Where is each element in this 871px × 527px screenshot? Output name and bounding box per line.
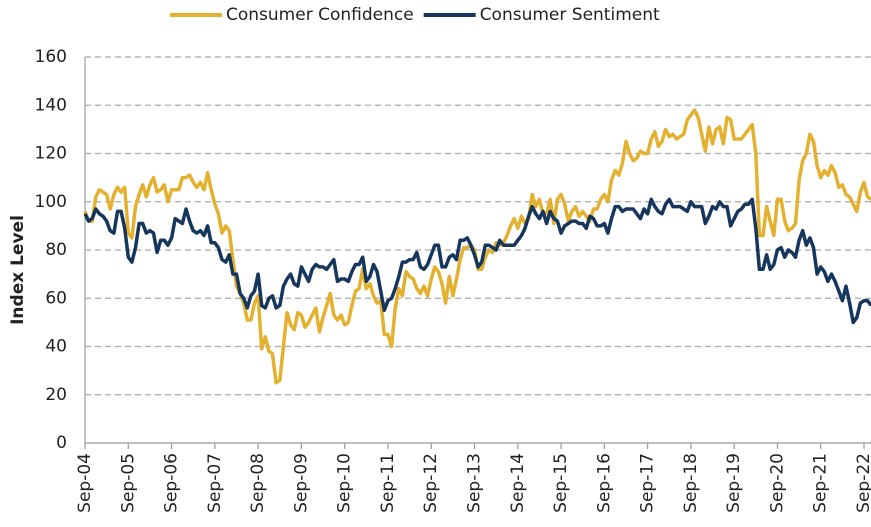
- series-line: [83, 197, 871, 325]
- x-tick-label: Sep-10: [335, 453, 355, 513]
- y-tick-label: 80: [45, 240, 67, 260]
- x-tick-label: Sep-15: [551, 453, 571, 513]
- x-tick-label: Sep-08: [248, 453, 268, 513]
- x-tick-label: Sep-11: [378, 453, 398, 513]
- y-tick-label: 0: [56, 433, 67, 453]
- legend-label: Consumer Confidence: [226, 5, 414, 25]
- x-tick-label: Sep-18: [681, 453, 701, 513]
- x-tick-label: Sep-06: [162, 453, 182, 513]
- series-line: [83, 108, 871, 385]
- x-tick-label: Sep-05: [118, 453, 138, 513]
- x-tick-label: Sep-21: [811, 453, 831, 513]
- y-tick-label: 120: [35, 144, 67, 164]
- x-tick-label: Sep-19: [724, 453, 744, 513]
- x-tick-label: Sep-07: [205, 453, 225, 513]
- y-tick-label: 140: [35, 95, 67, 115]
- x-tick-label: Sep-20: [767, 453, 787, 513]
- x-tick-label: Sep-22: [854, 453, 871, 513]
- x-tick-label: Sep-04: [75, 453, 95, 513]
- y-tick-label: 100: [35, 192, 67, 212]
- x-tick-label: Sep-17: [638, 453, 658, 513]
- x-tick-label: Sep-16: [594, 453, 614, 513]
- x-tick-label: Sep-12: [421, 453, 441, 513]
- x-tick-label: Sep-14: [508, 453, 528, 513]
- legend-label: Consumer Sentiment: [480, 5, 660, 25]
- x-tick-label: Sep-13: [465, 453, 485, 513]
- y-tick-label: 20: [45, 385, 67, 405]
- y-tick-label: 60: [45, 288, 67, 308]
- y-axis-title: Index Level: [8, 215, 28, 325]
- y-tick-label: 40: [45, 337, 67, 357]
- x-tick-label: Sep-09: [291, 453, 311, 513]
- y-tick-label: 160: [35, 47, 67, 67]
